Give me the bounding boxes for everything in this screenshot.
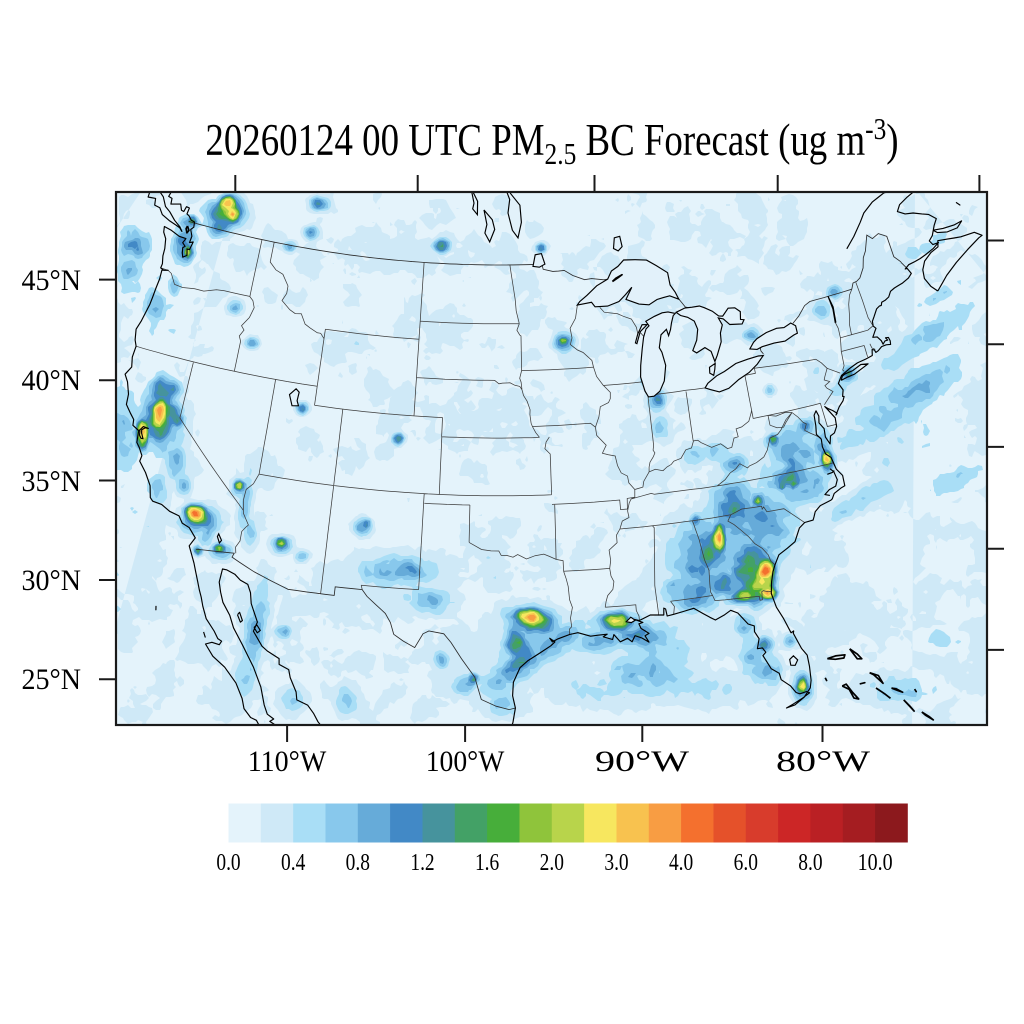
svg-text:25°N: 25°N <box>22 663 82 696</box>
svg-text:110°W: 110°W <box>248 745 327 778</box>
svg-text:8.0: 8.0 <box>798 850 822 876</box>
svg-text:0.8: 0.8 <box>346 850 370 876</box>
svg-text:30°N: 30°N <box>22 564 82 597</box>
svg-text:4.0: 4.0 <box>669 850 693 876</box>
svg-text:1.2: 1.2 <box>410 850 434 876</box>
svg-text:80°W: 80°W <box>776 745 871 778</box>
svg-text:90°W: 90°W <box>595 745 690 778</box>
svg-text:3.0: 3.0 <box>604 850 628 876</box>
svg-text:35°N: 35°N <box>22 465 82 498</box>
svg-text:0.4: 0.4 <box>281 850 305 876</box>
svg-text:100°W: 100°W <box>426 745 505 778</box>
svg-text:0.0: 0.0 <box>216 850 240 876</box>
svg-text:6.0: 6.0 <box>734 850 758 876</box>
svg-text:40°N: 40°N <box>22 364 82 397</box>
svg-text:1.6: 1.6 <box>475 850 499 876</box>
svg-text:2.0: 2.0 <box>540 850 564 876</box>
svg-text:10.0: 10.0 <box>858 850 893 876</box>
svg-text:45°N: 45°N <box>22 264 82 297</box>
